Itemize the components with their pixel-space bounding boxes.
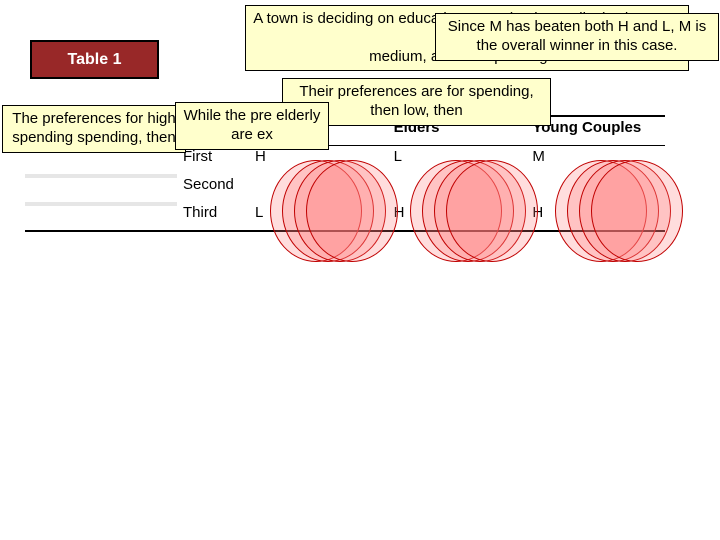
table1-label: Table 1 [30, 40, 159, 79]
cell: L [388, 146, 527, 167]
cell [249, 174, 388, 178]
rank-cell: Third [177, 202, 249, 223]
cell: M [526, 146, 665, 167]
table-row: Third L H H [25, 202, 665, 230]
cell [388, 174, 527, 178]
rank-label-cell [25, 174, 177, 178]
callout-high-spending: The preferences for high spending spendi… [2, 105, 186, 153]
cell: L [249, 202, 388, 223]
rank-cell: Second [177, 174, 249, 195]
callout-winner: Since M has beaten both H and L, M is th… [435, 13, 719, 61]
cell: H [526, 202, 665, 223]
table-row: Second [25, 174, 665, 202]
rank-label-cell [25, 202, 177, 206]
cell [526, 174, 665, 178]
callout-elderly: While the pre elderly are ex [175, 102, 329, 150]
cell: H [388, 202, 527, 223]
